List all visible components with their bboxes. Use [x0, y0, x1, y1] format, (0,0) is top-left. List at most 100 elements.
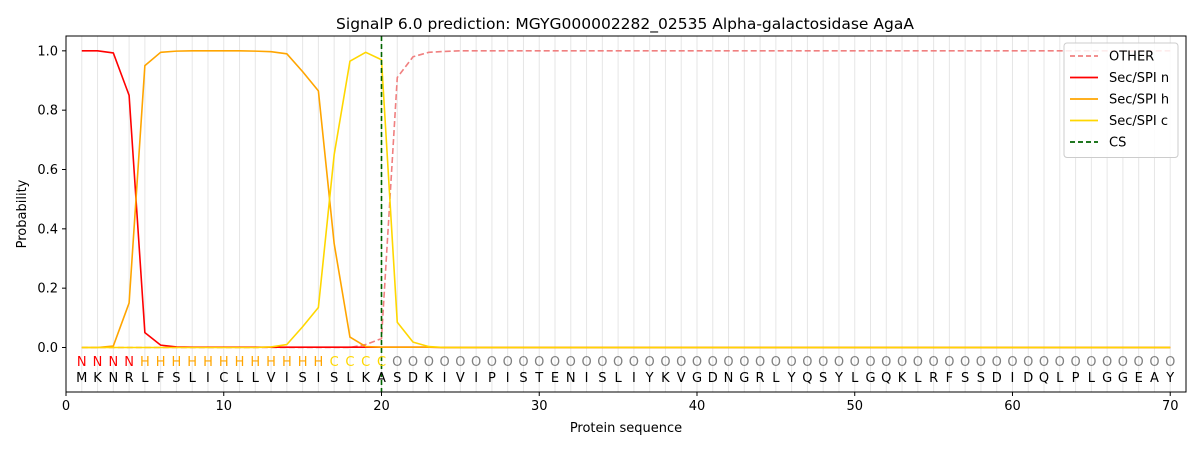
region-label: O — [581, 355, 591, 370]
y-axis-label: Probability — [15, 179, 30, 248]
residue-label: R — [125, 371, 134, 386]
region-label: O — [1102, 355, 1112, 370]
region-label: H — [187, 355, 197, 370]
region-label: C — [377, 355, 386, 370]
region-label: O — [550, 355, 560, 370]
region-label: N — [108, 355, 118, 370]
x-tick-label: 20 — [373, 399, 390, 414]
plot-frame — [65, 35, 1187, 393]
residue-label: D — [1023, 371, 1033, 386]
residue-label: K — [361, 371, 370, 386]
region-label: O — [471, 355, 481, 370]
residue-label: L — [236, 371, 244, 386]
legend-label: CS — [1109, 136, 1126, 151]
region-label: C — [361, 355, 370, 370]
region-label: O — [424, 355, 434, 370]
region-label: O — [708, 355, 718, 370]
residue-label: K — [425, 371, 434, 386]
region-label: O — [1086, 355, 1096, 370]
region-label: O — [408, 355, 418, 370]
region-label: O — [1134, 355, 1144, 370]
x-tick-label: 60 — [1004, 399, 1021, 414]
region-label: O — [439, 355, 449, 370]
region-label: N — [93, 355, 103, 370]
residue-label: G — [865, 371, 875, 386]
x-tick-label: 10 — [215, 399, 232, 414]
residue-label: N — [724, 371, 734, 386]
residue-label: G — [1102, 371, 1112, 386]
residue-label: N — [566, 371, 576, 386]
region-label: O — [960, 355, 970, 370]
residue-label: V — [456, 371, 465, 386]
region-label: O — [613, 355, 623, 370]
residue-label: I — [585, 371, 589, 386]
legend-label: Sec/SPI h — [1109, 93, 1169, 108]
residue-label: I — [1011, 371, 1015, 386]
residue-label: I — [285, 371, 289, 386]
legend-label: Sec/SPI c — [1109, 114, 1168, 129]
residue-label: L — [252, 371, 260, 386]
residue-label: G — [739, 371, 749, 386]
region-label: O — [802, 355, 812, 370]
residue-label: D — [708, 371, 718, 386]
sequence-layer: NMNKNNNRHLHFHSHLHIHCHLHLHVHIHSHICSCLCKCA… — [76, 355, 1175, 386]
region-label: O — [645, 355, 655, 370]
region-label: O — [850, 355, 860, 370]
legend-label: Sec/SPI n — [1109, 71, 1169, 86]
x-tick-label: 30 — [531, 399, 548, 414]
x-tick-label: 40 — [689, 399, 706, 414]
residue-label: S — [598, 371, 606, 386]
region-label: O — [1149, 355, 1159, 370]
residue-label: L — [189, 371, 197, 386]
series-line — [81, 51, 1171, 349]
residue-label: L — [346, 371, 354, 386]
x-axis-ticks: 0 10 20 30 40 50 60 70 — [62, 392, 1179, 414]
residue-label: S — [298, 371, 306, 386]
residue-label: P — [1072, 371, 1080, 386]
region-label: H — [140, 355, 150, 370]
region-label: O — [392, 355, 402, 370]
series-line — [81, 50, 1171, 349]
y-tick-label: 1.0 — [37, 44, 58, 59]
region-label: H — [219, 355, 229, 370]
residue-label: Y — [787, 371, 796, 386]
region-label: C — [330, 355, 339, 370]
residue-label: Y — [645, 371, 654, 386]
residue-label: D — [408, 371, 418, 386]
residue-label: S — [961, 371, 969, 386]
x-tick-label: 0 — [62, 399, 70, 414]
region-label: H — [298, 355, 308, 370]
region-label: O — [1039, 355, 1049, 370]
region-label: O — [534, 355, 544, 370]
residue-label: P — [488, 371, 496, 386]
region-label: O — [1165, 355, 1175, 370]
region-label: O — [723, 355, 733, 370]
x-tick-label: 70 — [1162, 399, 1179, 414]
residue-label: A — [1150, 371, 1159, 386]
series-line — [81, 50, 1171, 349]
residue-label: I — [506, 371, 510, 386]
residue-label: I — [632, 371, 636, 386]
region-label: O — [865, 355, 875, 370]
residue-label: A — [377, 371, 386, 386]
region-label: O — [913, 355, 923, 370]
region-label: O — [660, 355, 670, 370]
residue-label: V — [677, 371, 686, 386]
region-label: O — [455, 355, 465, 370]
y-tick-label: 0.6 — [37, 163, 58, 178]
residue-label: R — [929, 371, 938, 386]
legend-box — [1063, 42, 1179, 158]
residue-label: T — [534, 371, 543, 386]
x-axis-label: Protein sequence — [570, 421, 682, 436]
region-label: O — [897, 355, 907, 370]
region-label: O — [818, 355, 828, 370]
region-label: O — [1023, 355, 1033, 370]
chart-title: SignalP 6.0 prediction: MGYG000002282_02… — [336, 15, 914, 34]
residue-label: G — [1118, 371, 1128, 386]
residue-label: L — [1056, 371, 1064, 386]
region-label: O — [597, 355, 607, 370]
residue-label: Y — [834, 371, 843, 386]
residue-label: F — [157, 371, 164, 386]
region-label: O — [692, 355, 702, 370]
